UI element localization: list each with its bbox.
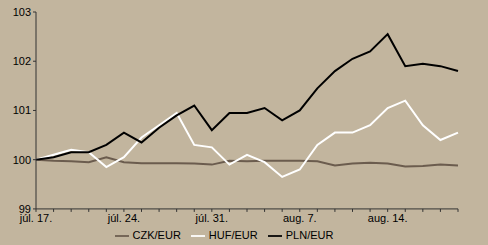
- svg-text:aug. 14.: aug. 14.: [368, 212, 408, 224]
- svg-text:101: 101: [13, 104, 31, 116]
- html-text:CZK/EUR: CZK/EUR: [132, 228, 181, 241]
- svg-text:júl. 31.: júl. 31.: [195, 212, 228, 224]
- html-text:PLN/EUR: PLN/EUR: [285, 228, 334, 241]
- svg-text:99: 99: [19, 203, 31, 215]
- svg-text:100: 100: [13, 154, 31, 166]
- svg-text:júl. 17.: júl. 17.: [19, 211, 53, 224]
- svg-text:júl. 24.: júl. 24.: [107, 212, 140, 224]
- svg-text:102: 102: [13, 55, 31, 67]
- svg-text:103: 103: [13, 6, 31, 18]
- html-text:HUF/EUR: HUF/EUR: [208, 228, 258, 241]
- svg-text:aug. 7.: aug. 7.: [283, 212, 317, 224]
